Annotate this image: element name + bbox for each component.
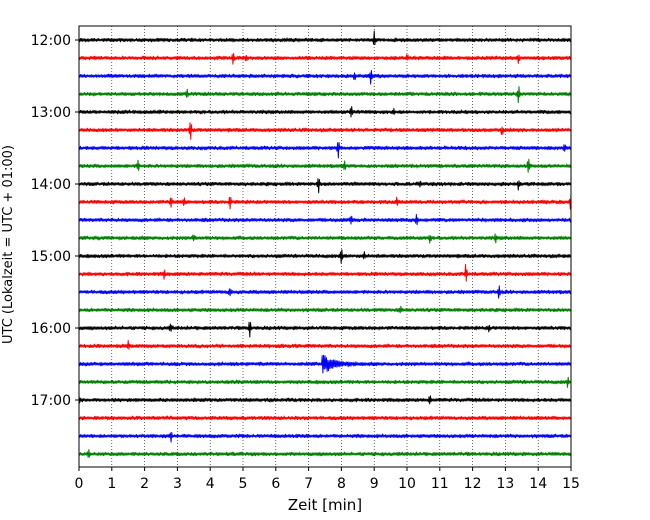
x-tick-label: 15 xyxy=(562,476,580,492)
seismogram-traces xyxy=(78,30,572,458)
y-tick-label: 16:00 xyxy=(31,321,71,337)
trace-line xyxy=(78,305,572,314)
trace-1330 xyxy=(78,142,572,159)
trace-line xyxy=(78,449,572,458)
trace-1745 xyxy=(78,449,572,458)
x-tick-label: 13 xyxy=(496,476,514,492)
x-tick-label: 4 xyxy=(206,476,215,492)
x-axis-label: Zeit [min] xyxy=(288,496,362,514)
trace-1200 xyxy=(78,30,572,46)
trace-1615 xyxy=(78,340,572,350)
x-tick-label: 10 xyxy=(398,476,416,492)
trace-line xyxy=(78,30,572,46)
trace-line xyxy=(78,395,572,405)
trace-1230 xyxy=(78,69,572,85)
x-tick-label: 8 xyxy=(337,476,346,492)
x-tick-label: 7 xyxy=(304,476,313,492)
trace-line xyxy=(78,193,572,210)
trace-1545 xyxy=(78,305,572,314)
y-axis-label: UTC (Lokalzeit = UTC + 01:00) xyxy=(1,145,16,344)
y-tick-label: 14:00 xyxy=(31,177,71,193)
trace-line xyxy=(78,233,572,244)
trace-line xyxy=(78,106,572,118)
y-axis-ticks: 12:00 13:00 14:00 15:00 16:00 17:00 xyxy=(31,33,79,409)
trace-line xyxy=(78,263,572,282)
trace-line xyxy=(78,69,572,85)
y-tick-label: 15:00 xyxy=(31,249,71,265)
x-tick-label: 5 xyxy=(239,476,248,492)
trace-line xyxy=(78,214,572,226)
trace-line xyxy=(78,52,572,65)
trace-1300 xyxy=(78,106,572,118)
x-tick-label: 12 xyxy=(464,476,482,492)
x-tick-label: 11 xyxy=(431,476,449,492)
trace-line xyxy=(78,321,572,338)
trace-1400 xyxy=(78,178,572,194)
y-tick-label: 17:00 xyxy=(31,393,71,409)
trace-line xyxy=(78,122,572,140)
trace-line xyxy=(78,178,572,194)
trace-1645 xyxy=(78,376,572,388)
trace-1415 xyxy=(78,193,572,210)
trace-1345 xyxy=(78,158,572,173)
trace-1315 xyxy=(78,122,572,140)
x-tick-label: 3 xyxy=(173,476,182,492)
x-tick-label: 9 xyxy=(370,476,379,492)
trace-line xyxy=(78,285,572,299)
x-tick-label: 0 xyxy=(75,476,84,492)
trace-1730 xyxy=(78,431,572,443)
trace-line xyxy=(78,86,572,104)
trace-1515 xyxy=(78,263,572,282)
trace-line xyxy=(78,354,572,374)
trace-1500 xyxy=(78,249,572,264)
x-axis-ticks: 0 1 2 3 4 5 6 7 8 9 10 11 12 13 14 15 xyxy=(75,467,580,492)
plot-frame xyxy=(78,25,572,468)
trace-1430 xyxy=(78,214,572,226)
y-tick-label: 13:00 xyxy=(31,105,71,121)
x-tick-label: 14 xyxy=(529,476,547,492)
trace-line xyxy=(78,415,572,421)
trace-line xyxy=(78,142,572,159)
trace-1715 xyxy=(78,415,572,421)
trace-1445 xyxy=(78,233,572,244)
trace-line xyxy=(78,376,572,388)
trace-line xyxy=(78,340,572,350)
trace-line xyxy=(78,431,572,443)
trace-1245 xyxy=(78,86,572,104)
trace-1630 xyxy=(78,354,572,374)
trace-1700 xyxy=(78,395,572,405)
y-tick-label: 12:00 xyxy=(31,33,71,49)
trace-line xyxy=(78,249,572,264)
x-tick-label: 2 xyxy=(140,476,149,492)
trace-1530 xyxy=(78,285,572,299)
trace-line xyxy=(78,158,572,173)
x-tick-label: 6 xyxy=(271,476,280,492)
trace-1600 xyxy=(78,321,572,338)
trace-1215 xyxy=(78,52,572,65)
x-tick-label: 1 xyxy=(107,476,116,492)
